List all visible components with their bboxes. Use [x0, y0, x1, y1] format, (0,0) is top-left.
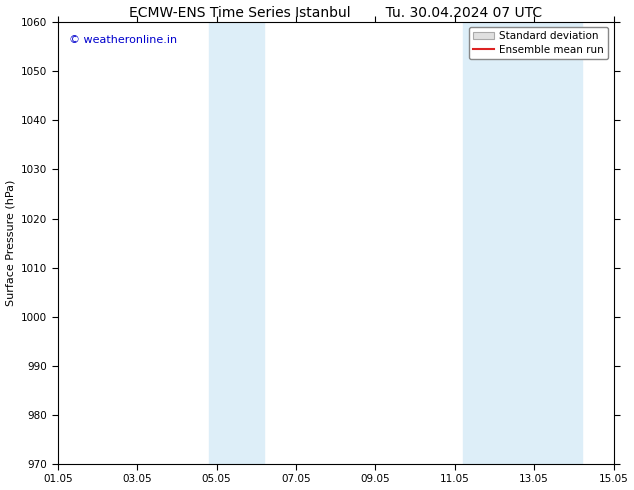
Bar — [209, 22, 264, 464]
Bar — [526, 22, 582, 464]
Y-axis label: Surface Pressure (hPa): Surface Pressure (hPa) — [6, 180, 16, 306]
Title: ECMW-ENS Time Series Istanbul        Tu. 30.04.2024 07 UTC: ECMW-ENS Time Series Istanbul Tu. 30.04.… — [129, 5, 542, 20]
Legend: Standard deviation, Ensemble mean run: Standard deviation, Ensemble mean run — [469, 27, 609, 59]
Text: © weatheronline.in: © weatheronline.in — [69, 35, 177, 46]
Bar — [463, 22, 526, 464]
